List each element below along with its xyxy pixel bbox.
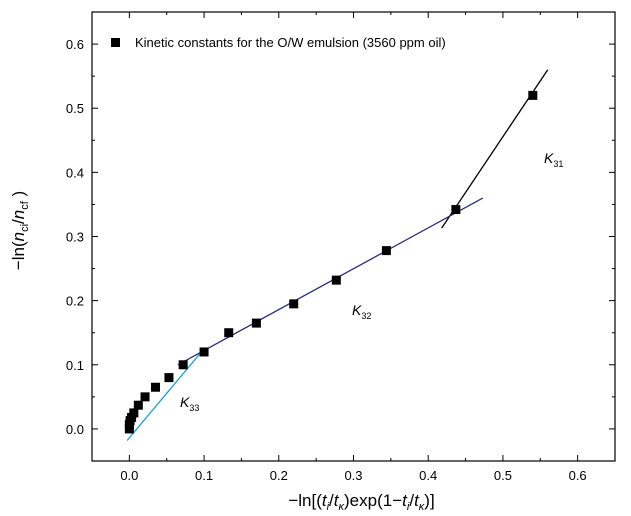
data-points	[124, 90, 538, 434]
x-tick-label: 0.6	[569, 468, 587, 483]
y-tick-label: 0.5	[66, 101, 84, 116]
legend-marker-square	[111, 38, 120, 47]
y-tick-label: 0.1	[66, 358, 84, 373]
y-tick-label: 0.2	[66, 294, 84, 309]
data-point	[528, 90, 538, 100]
data-point	[451, 205, 461, 215]
data-point	[224, 328, 234, 338]
data-point	[133, 400, 143, 410]
legend: Kinetic constants for the O/W emulsion (…	[111, 35, 446, 50]
x-tick-label: 0.1	[195, 468, 213, 483]
y-axis-title-text: −ln(nci/ncf )	[9, 191, 31, 270]
x-axis-title-text: −ln[(ti/tκ)exp(1−ti/tκ)]	[288, 491, 434, 513]
y-tick-label: 0.6	[66, 37, 84, 52]
y-tick-label: 0.4	[66, 165, 84, 180]
y-tick-label: 0.0	[66, 422, 84, 437]
data-point	[251, 318, 261, 328]
x-tick-label: 0.3	[344, 468, 362, 483]
y-axis-title: −ln(nci/ncf )	[9, 191, 31, 270]
data-point	[381, 246, 391, 256]
annotation-k31: K31	[544, 150, 563, 169]
x-tick-label: 0.2	[270, 468, 288, 483]
x-tick-label: 0.4	[419, 468, 437, 483]
legend-label: Kinetic constants for the O/W emulsion (…	[135, 35, 446, 50]
data-point	[129, 408, 139, 418]
tick-labels: 0.0 0.1 0.2 0.3 0.4 0.5 0.6 0.0 0.1 0.2 0.3 0.4 0.5 0…	[66, 37, 587, 483]
data-point	[331, 275, 341, 285]
fit-line-k33	[126, 348, 205, 441]
data-point	[164, 373, 174, 383]
annotation-k33: K33	[180, 394, 199, 413]
x-axis-title: −ln[(ti/tκ)exp(1−ti/tκ)]	[288, 491, 434, 513]
y-tick-label: 0.3	[66, 230, 84, 245]
data-point	[140, 392, 150, 402]
axis-ticks	[91, 11, 616, 462]
x-tick-label: 0.0	[120, 468, 138, 483]
data-point	[199, 347, 209, 357]
data-point	[178, 360, 188, 370]
data-point	[151, 382, 161, 392]
annotation-k32: K32	[352, 302, 371, 321]
x-tick-label: 0.5	[494, 468, 512, 483]
data-point	[289, 299, 299, 309]
